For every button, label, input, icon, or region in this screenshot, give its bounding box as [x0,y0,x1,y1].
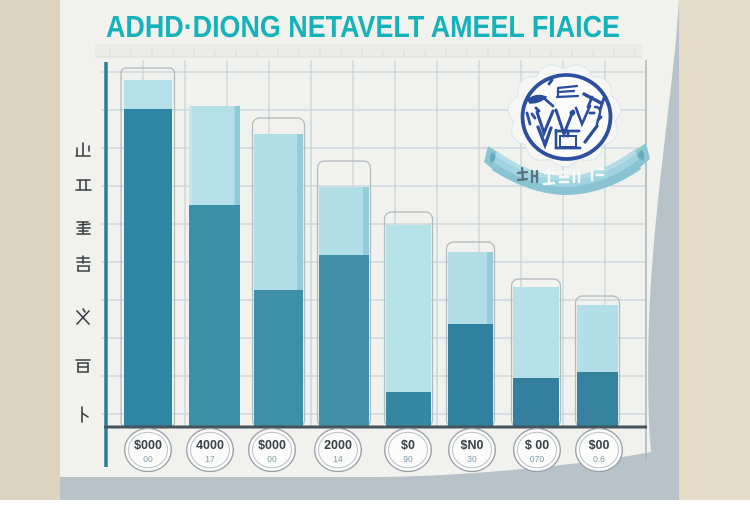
svg-text:$00: $00 [589,438,610,452]
svg-text:4000: 4000 [196,438,224,452]
svg-text:$N0: $N0 [461,438,484,452]
svg-text:30: 30 [467,454,477,464]
svg-text:0.6: 0.6 [593,454,605,464]
svg-text:17: 17 [205,454,215,464]
svg-text:2000: 2000 [324,438,352,452]
svg-text:ADHD·DIONG NETAVELT AMEEL FIAI: ADHD·DIONG NETAVELT AMEEL FIAICE [106,9,620,44]
svg-text:$000: $000 [134,438,162,452]
svg-text:$ 00: $ 00 [525,438,549,452]
svg-text:14: 14 [333,454,343,464]
svg-text:$0: $0 [401,438,415,452]
svg-text:90: 90 [403,454,413,464]
svg-text:00: 00 [143,454,153,464]
svg-text:$000: $000 [258,438,286,452]
svg-text:00: 00 [267,454,277,464]
svg-text:070: 070 [530,454,544,464]
